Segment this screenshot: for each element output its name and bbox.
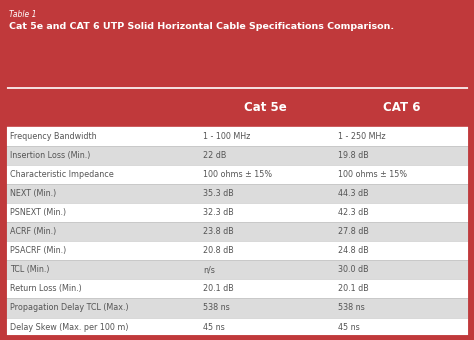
Text: Frequency Bandwidth: Frequency Bandwidth <box>10 132 97 141</box>
Bar <box>4 299 470 318</box>
Text: 1 - 100 MHz: 1 - 100 MHz <box>203 132 250 141</box>
Text: n/s: n/s <box>203 265 215 274</box>
Text: 35.3 dB: 35.3 dB <box>203 189 234 198</box>
Text: PSNEXT (Min.): PSNEXT (Min.) <box>10 208 66 217</box>
Text: 538 ns: 538 ns <box>338 304 365 312</box>
Text: CAT 6: CAT 6 <box>383 101 420 114</box>
Text: Characteristic Impedance: Characteristic Impedance <box>10 170 114 179</box>
Text: 100 ohms ± 15%: 100 ohms ± 15% <box>203 170 272 179</box>
Bar <box>4 146 470 165</box>
Text: 45 ns: 45 ns <box>338 323 360 332</box>
Text: 45 ns: 45 ns <box>203 323 225 332</box>
Text: 24.8 dB: 24.8 dB <box>338 246 369 255</box>
Bar <box>4 279 470 299</box>
Text: 20.1 dB: 20.1 dB <box>338 284 369 293</box>
Bar <box>4 3 470 88</box>
Text: Table 1: Table 1 <box>9 10 37 18</box>
Text: ACRF (Min.): ACRF (Min.) <box>10 227 57 236</box>
Text: Propagation Delay TCL (Max.): Propagation Delay TCL (Max.) <box>10 304 129 312</box>
Text: 23.8 dB: 23.8 dB <box>203 227 234 236</box>
Text: Insertion Loss (Min.): Insertion Loss (Min.) <box>10 151 91 160</box>
Text: 42.3 dB: 42.3 dB <box>338 208 369 217</box>
Text: Delay Skew (Max. per 100 m): Delay Skew (Max. per 100 m) <box>10 323 129 332</box>
Bar <box>4 222 470 241</box>
Bar <box>4 318 470 337</box>
Text: 27.8 dB: 27.8 dB <box>338 227 369 236</box>
Text: 44.3 dB: 44.3 dB <box>338 189 369 198</box>
Bar <box>4 203 470 222</box>
Bar <box>4 184 470 203</box>
Text: Cat 5e: Cat 5e <box>244 101 286 114</box>
Text: 538 ns: 538 ns <box>203 304 230 312</box>
Bar <box>4 165 470 184</box>
Text: NEXT (Min.): NEXT (Min.) <box>10 189 57 198</box>
Text: TCL (Min.): TCL (Min.) <box>10 265 50 274</box>
Text: 32.3 dB: 32.3 dB <box>203 208 234 217</box>
Text: 19.8 dB: 19.8 dB <box>338 151 369 160</box>
Text: 30.0 dB: 30.0 dB <box>338 265 369 274</box>
Bar <box>4 241 470 260</box>
Text: Cat 5e and CAT 6 UTP Solid Horizontal Cable Specifications Comparison.: Cat 5e and CAT 6 UTP Solid Horizontal Ca… <box>9 22 394 31</box>
Text: 100 ohms ± 15%: 100 ohms ± 15% <box>338 170 408 179</box>
Text: 20.1 dB: 20.1 dB <box>203 284 234 293</box>
Text: 20.8 dB: 20.8 dB <box>203 246 234 255</box>
Text: Return Loss (Min.): Return Loss (Min.) <box>10 284 82 293</box>
Text: 22 dB: 22 dB <box>203 151 227 160</box>
Bar <box>4 260 470 279</box>
Text: 1 - 250 MHz: 1 - 250 MHz <box>338 132 386 141</box>
Bar <box>4 127 470 146</box>
Text: PSACRF (Min.): PSACRF (Min.) <box>10 246 67 255</box>
Bar <box>4 88 470 127</box>
